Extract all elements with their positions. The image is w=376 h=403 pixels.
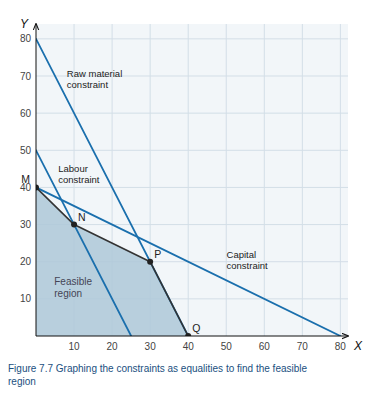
caption-line: region	[8, 376, 36, 387]
text-line: Capital	[227, 249, 257, 260]
tick-label: 70	[20, 71, 32, 82]
y-axis-label: Y	[20, 17, 29, 31]
caption: Figure 7.7 Graphing the constraints as e…	[8, 363, 308, 387]
tick-label: 80	[335, 341, 347, 352]
text-line: constraint	[227, 260, 269, 271]
grid-line	[36, 224, 348, 225]
text-line: Feasible	[54, 276, 92, 287]
text-line: constraint	[67, 79, 109, 90]
constraint-line	[36, 39, 188, 336]
point	[147, 259, 153, 265]
y-axis	[36, 24, 37, 336]
feasible-area	[36, 187, 188, 336]
constraint-line	[36, 187, 340, 336]
tick-label: 30	[145, 341, 157, 352]
point-label: N	[78, 211, 86, 223]
point	[71, 222, 77, 228]
tick-label: 60	[20, 108, 32, 119]
grid-line	[264, 24, 265, 336]
text-line: Labour	[58, 163, 88, 174]
tick-label: 60	[259, 341, 271, 352]
tick-label: 30	[20, 219, 32, 230]
grid-line	[36, 113, 348, 114]
x-axis	[36, 336, 348, 337]
grid-line	[36, 187, 348, 188]
grid-line	[340, 24, 341, 336]
point-label: P	[154, 248, 161, 260]
x-axis-label: X	[353, 339, 363, 353]
tick-label: 70	[297, 341, 309, 352]
tick-label: 20	[107, 341, 119, 352]
tick-label: 80	[20, 33, 32, 44]
tick-label: 10	[68, 341, 80, 352]
tick-label: 50	[221, 341, 233, 352]
tick-label: 20	[20, 256, 32, 267]
tick-label: 10	[20, 293, 32, 304]
line-label: Raw materialconstraint	[67, 68, 122, 90]
point-label: Q	[192, 322, 200, 334]
area-label: Feasibleregion	[54, 276, 92, 299]
grid-line	[302, 24, 303, 336]
labels: FeasibleregionRaw materialconstraintLabo…	[21, 68, 268, 334]
text-line: Raw material	[67, 68, 122, 79]
grid-line	[36, 38, 348, 39]
line-label: Labourconstraint	[58, 163, 100, 185]
constraint-line	[36, 150, 131, 336]
tick-label: 40	[183, 341, 195, 352]
text-line: region	[54, 288, 82, 299]
grid-line	[188, 24, 189, 336]
plot-background	[36, 24, 348, 336]
grid-line	[226, 24, 227, 336]
line-label: Capitalconstraint	[227, 249, 269, 271]
grid	[36, 24, 348, 336]
axes: XY	[20, 17, 363, 353]
caption-line: Figure 7.7 Graphing the constraints as e…	[8, 363, 308, 374]
point-label: M	[21, 173, 30, 185]
grid-line	[36, 150, 348, 151]
text-line: constraint	[58, 174, 100, 185]
boundary-line	[36, 187, 188, 336]
tick-label: 50	[20, 145, 32, 156]
marks	[36, 39, 340, 336]
chart: 10203040506070801020304050607080Feasible…	[0, 0, 376, 403]
